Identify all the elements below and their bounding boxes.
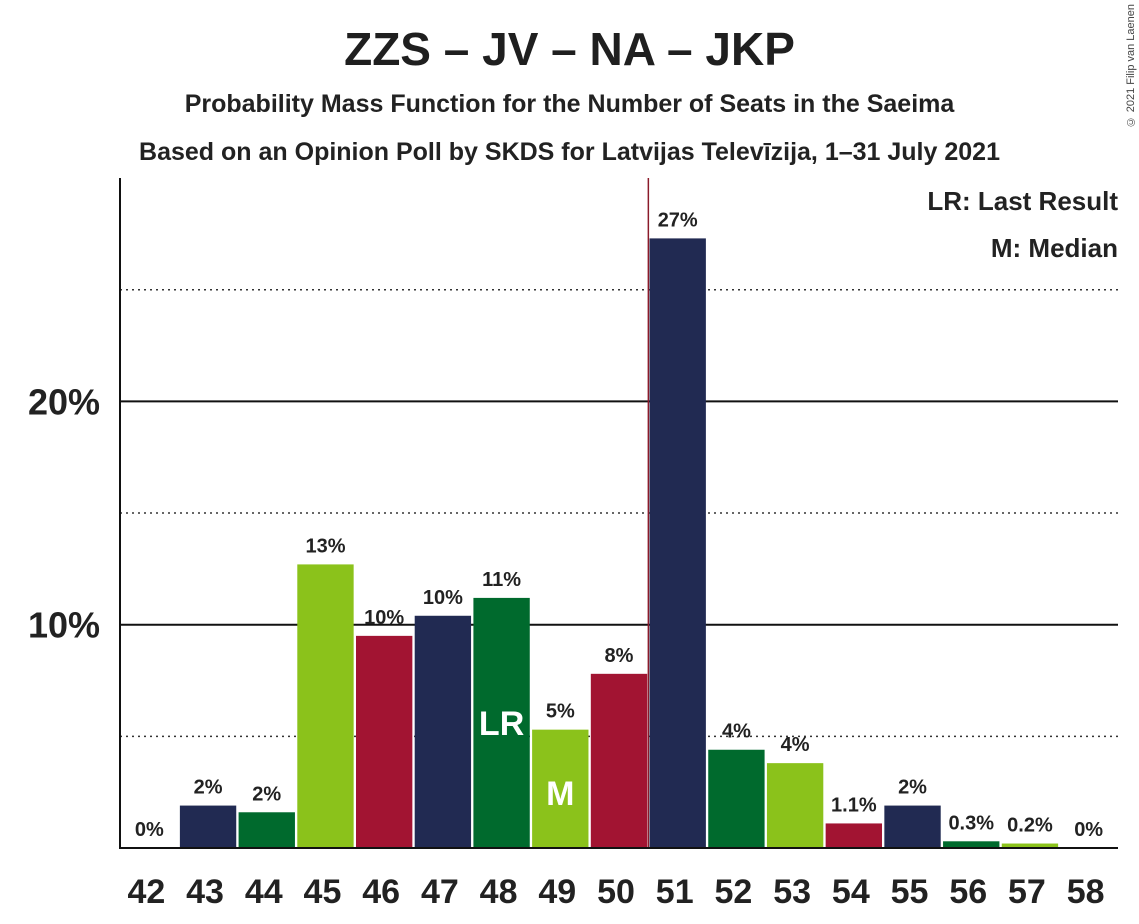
x-tick-label-50: 50	[597, 873, 635, 911]
x-tick-label-44: 44	[245, 873, 283, 911]
bar-51	[649, 238, 706, 849]
data-label-48: 11%	[482, 569, 521, 591]
legend-median: M: Median	[991, 233, 1118, 263]
median-marker: M	[546, 775, 574, 813]
data-label-57: 0.2%	[1007, 815, 1053, 837]
data-label-46: 10%	[364, 607, 404, 629]
y-tick-label: 20%	[28, 381, 100, 422]
data-label-50: 8%	[605, 645, 634, 667]
data-labels: 0% 2% 2% 13% 10% 10% 11% 5% 8% 27% 4% 4% 1.1% 2% 0.3% 0…	[135, 209, 1103, 841]
data-label-44: 2%	[252, 783, 281, 805]
bar-47	[414, 615, 472, 848]
x-tick-label-45: 45	[304, 873, 342, 911]
chart-subtitle: Probability Mass Function for the Number…	[184, 90, 955, 118]
bar-57	[1001, 843, 1059, 848]
gridlines: 10% 20%	[28, 289, 1118, 738]
data-label-53: 4%	[781, 734, 810, 756]
bar-44	[238, 812, 295, 848]
bar-56	[943, 841, 1000, 848]
data-label-42: 0%	[135, 819, 164, 841]
bar-43	[179, 805, 237, 848]
bar-45	[297, 564, 354, 848]
x-tick-label-51: 51	[656, 873, 694, 911]
x-tick-label-57: 57	[1008, 873, 1046, 911]
data-label-58: 0%	[1074, 819, 1103, 841]
data-label-49: 5%	[546, 701, 575, 723]
bar-54	[825, 823, 883, 848]
x-tick-label-52: 52	[714, 873, 752, 911]
axes: 42 43 44 45 46 47 48 49 50 51 52 53 54 55 56 57 58	[119, 178, 1118, 911]
data-label-47: 10%	[423, 587, 463, 609]
bar-53	[766, 763, 824, 848]
data-label-43: 2%	[194, 777, 223, 799]
data-label-52: 4%	[722, 721, 751, 743]
bar-50	[590, 673, 648, 848]
chart-subtitle-poll: Based on an Opinion Poll by SKDS for Lat…	[139, 138, 1000, 166]
data-label-54: 1.1%	[831, 794, 877, 816]
chart-title: ZZS – JV – NA – JKP	[344, 23, 795, 75]
x-tick-label-43: 43	[186, 873, 224, 911]
bar-46	[355, 635, 413, 848]
data-label-45: 13%	[305, 535, 345, 557]
bars	[179, 178, 1059, 849]
bar-52	[708, 749, 765, 848]
bar-48	[473, 597, 530, 848]
legend-last-result: LR: Last Result	[927, 186, 1118, 216]
x-tick-label-42: 42	[127, 873, 165, 911]
bar-55	[884, 805, 941, 848]
bar-49	[532, 729, 589, 848]
x-tick-label-46: 46	[362, 873, 400, 911]
x-tick-label-48: 48	[480, 873, 518, 911]
x-tick-label-53: 53	[773, 873, 811, 911]
x-tick-label-47: 47	[421, 873, 459, 911]
y-tick-label: 10%	[28, 605, 100, 646]
data-label-55: 2%	[898, 777, 927, 799]
x-tick-label-49: 49	[538, 873, 576, 911]
data-label-51: 27%	[658, 209, 698, 231]
x-tick-label-56: 56	[949, 873, 987, 911]
last-result-marker: LR	[479, 705, 524, 743]
x-tick-label-55: 55	[891, 873, 929, 911]
x-tick-label-58: 58	[1067, 873, 1105, 911]
data-label-56: 0.3%	[948, 812, 994, 834]
x-tick-label-54: 54	[832, 873, 870, 911]
